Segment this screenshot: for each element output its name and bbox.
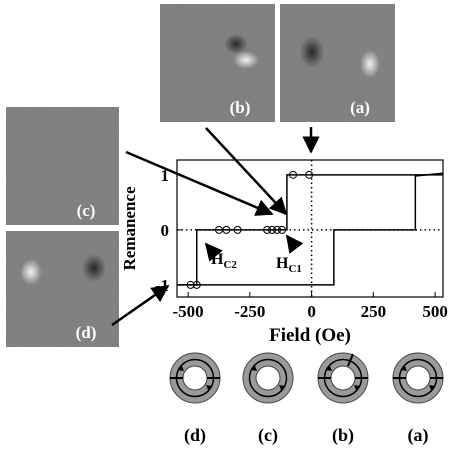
y-axis-label: Remanence — [120, 186, 139, 270]
ring-label: (a) — [408, 425, 429, 446]
x-tick-label: 0 — [307, 302, 316, 321]
ring-label: (b) — [332, 425, 354, 446]
annotation-main: H — [211, 251, 224, 268]
image-label: (d) — [76, 323, 97, 342]
ring-inner — [406, 366, 430, 390]
annotation-main: H — [276, 255, 289, 272]
ring-diagrams: (d) (c) (b) (a) — [170, 353, 443, 446]
ring-label: (d) — [184, 425, 206, 446]
x-tick-label: -250 — [234, 302, 265, 321]
x-tick-label: -500 — [173, 302, 204, 321]
y-tick-label: -1 — [155, 276, 169, 295]
image-d: (d) — [6, 231, 119, 347]
figure: (b) (a) (c) (d) -500 -250 0 250 500 -1 0 1 Field… — [0, 0, 455, 449]
annotation: HC2 — [211, 251, 237, 271]
y-tick-label: 0 — [161, 221, 170, 240]
x-tick-label: 500 — [422, 302, 448, 321]
y-tick-label: 1 — [161, 166, 170, 185]
ring-inner — [183, 366, 207, 390]
image-label: (b) — [230, 98, 251, 117]
x-axis-label: Field (Oe) — [269, 325, 351, 346]
ring-label: (c) — [258, 425, 278, 446]
annotation: HC1 — [276, 255, 302, 275]
x-tick-label: 250 — [361, 302, 387, 321]
ring-inner — [331, 366, 355, 390]
annotation-sub: C2 — [223, 259, 237, 271]
image-label: (c) — [77, 201, 96, 220]
image-b: (b) — [160, 4, 275, 122]
plot-frame — [177, 160, 443, 297]
image-label: (a) — [350, 98, 370, 117]
image-a: (a) — [280, 4, 395, 122]
ring-inner — [256, 366, 280, 390]
image-c: (c) — [6, 107, 119, 225]
annotation-sub: C1 — [288, 263, 301, 275]
